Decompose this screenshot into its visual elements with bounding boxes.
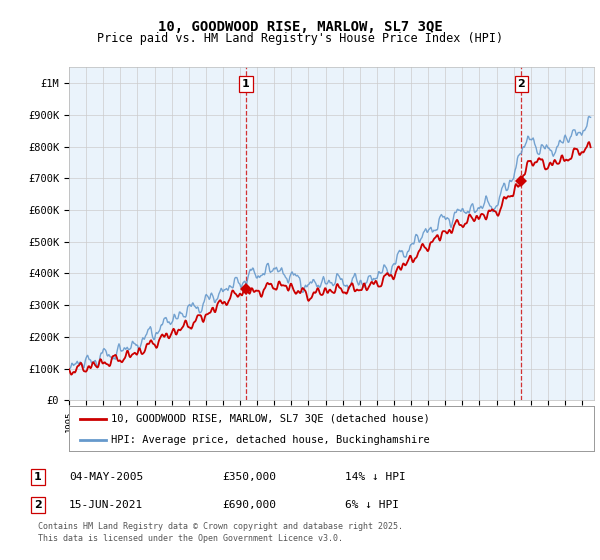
Text: Contains HM Land Registry data © Crown copyright and database right 2025.: Contains HM Land Registry data © Crown c… xyxy=(38,522,403,531)
Text: 6% ↓ HPI: 6% ↓ HPI xyxy=(345,500,399,510)
Text: £350,000: £350,000 xyxy=(222,472,276,482)
Text: 1: 1 xyxy=(242,79,250,89)
Text: £690,000: £690,000 xyxy=(222,500,276,510)
Text: 14% ↓ HPI: 14% ↓ HPI xyxy=(345,472,406,482)
Text: 10, GOODWOOD RISE, MARLOW, SL7 3QE (detached house): 10, GOODWOOD RISE, MARLOW, SL7 3QE (deta… xyxy=(111,413,430,423)
Text: 2: 2 xyxy=(517,79,525,89)
Text: 04-MAY-2005: 04-MAY-2005 xyxy=(69,472,143,482)
Text: 10, GOODWOOD RISE, MARLOW, SL7 3QE: 10, GOODWOOD RISE, MARLOW, SL7 3QE xyxy=(158,20,442,34)
Text: 1: 1 xyxy=(34,472,41,482)
Text: This data is licensed under the Open Government Licence v3.0.: This data is licensed under the Open Gov… xyxy=(38,534,343,543)
Text: HPI: Average price, detached house, Buckinghamshire: HPI: Average price, detached house, Buck… xyxy=(111,435,430,445)
Text: 2: 2 xyxy=(34,500,41,510)
Text: Price paid vs. HM Land Registry's House Price Index (HPI): Price paid vs. HM Land Registry's House … xyxy=(97,32,503,45)
Text: 15-JUN-2021: 15-JUN-2021 xyxy=(69,500,143,510)
